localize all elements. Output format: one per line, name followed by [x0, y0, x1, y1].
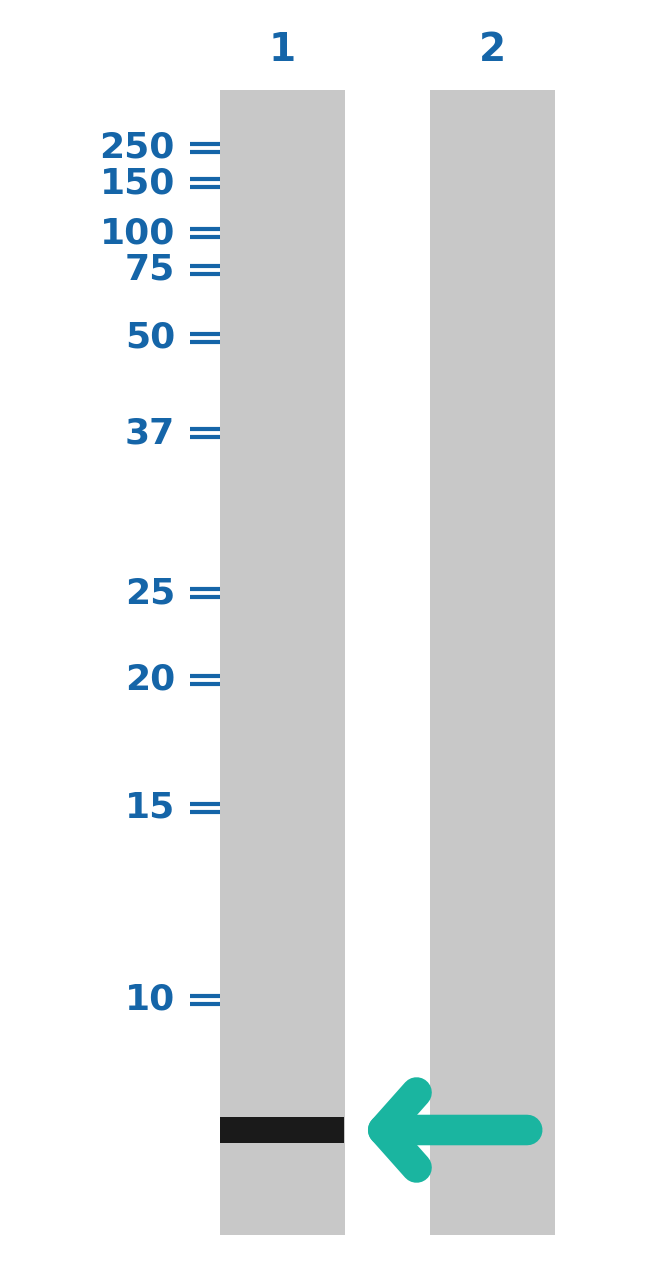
Text: 100: 100	[99, 216, 175, 250]
Text: 20: 20	[125, 663, 175, 697]
Text: 150: 150	[99, 166, 175, 199]
Bar	[430, 90, 555, 1234]
Text: 37: 37	[125, 417, 175, 450]
Text: 1: 1	[268, 30, 296, 69]
Text: 50: 50	[125, 321, 175, 356]
Text: 75: 75	[125, 253, 175, 287]
Bar	[220, 90, 345, 1234]
Text: 10: 10	[125, 983, 175, 1017]
Text: 15: 15	[125, 791, 175, 826]
Bar	[220, 1118, 344, 1143]
Text: 25: 25	[125, 577, 175, 610]
Text: 2: 2	[478, 30, 506, 69]
Text: 250: 250	[99, 131, 175, 165]
